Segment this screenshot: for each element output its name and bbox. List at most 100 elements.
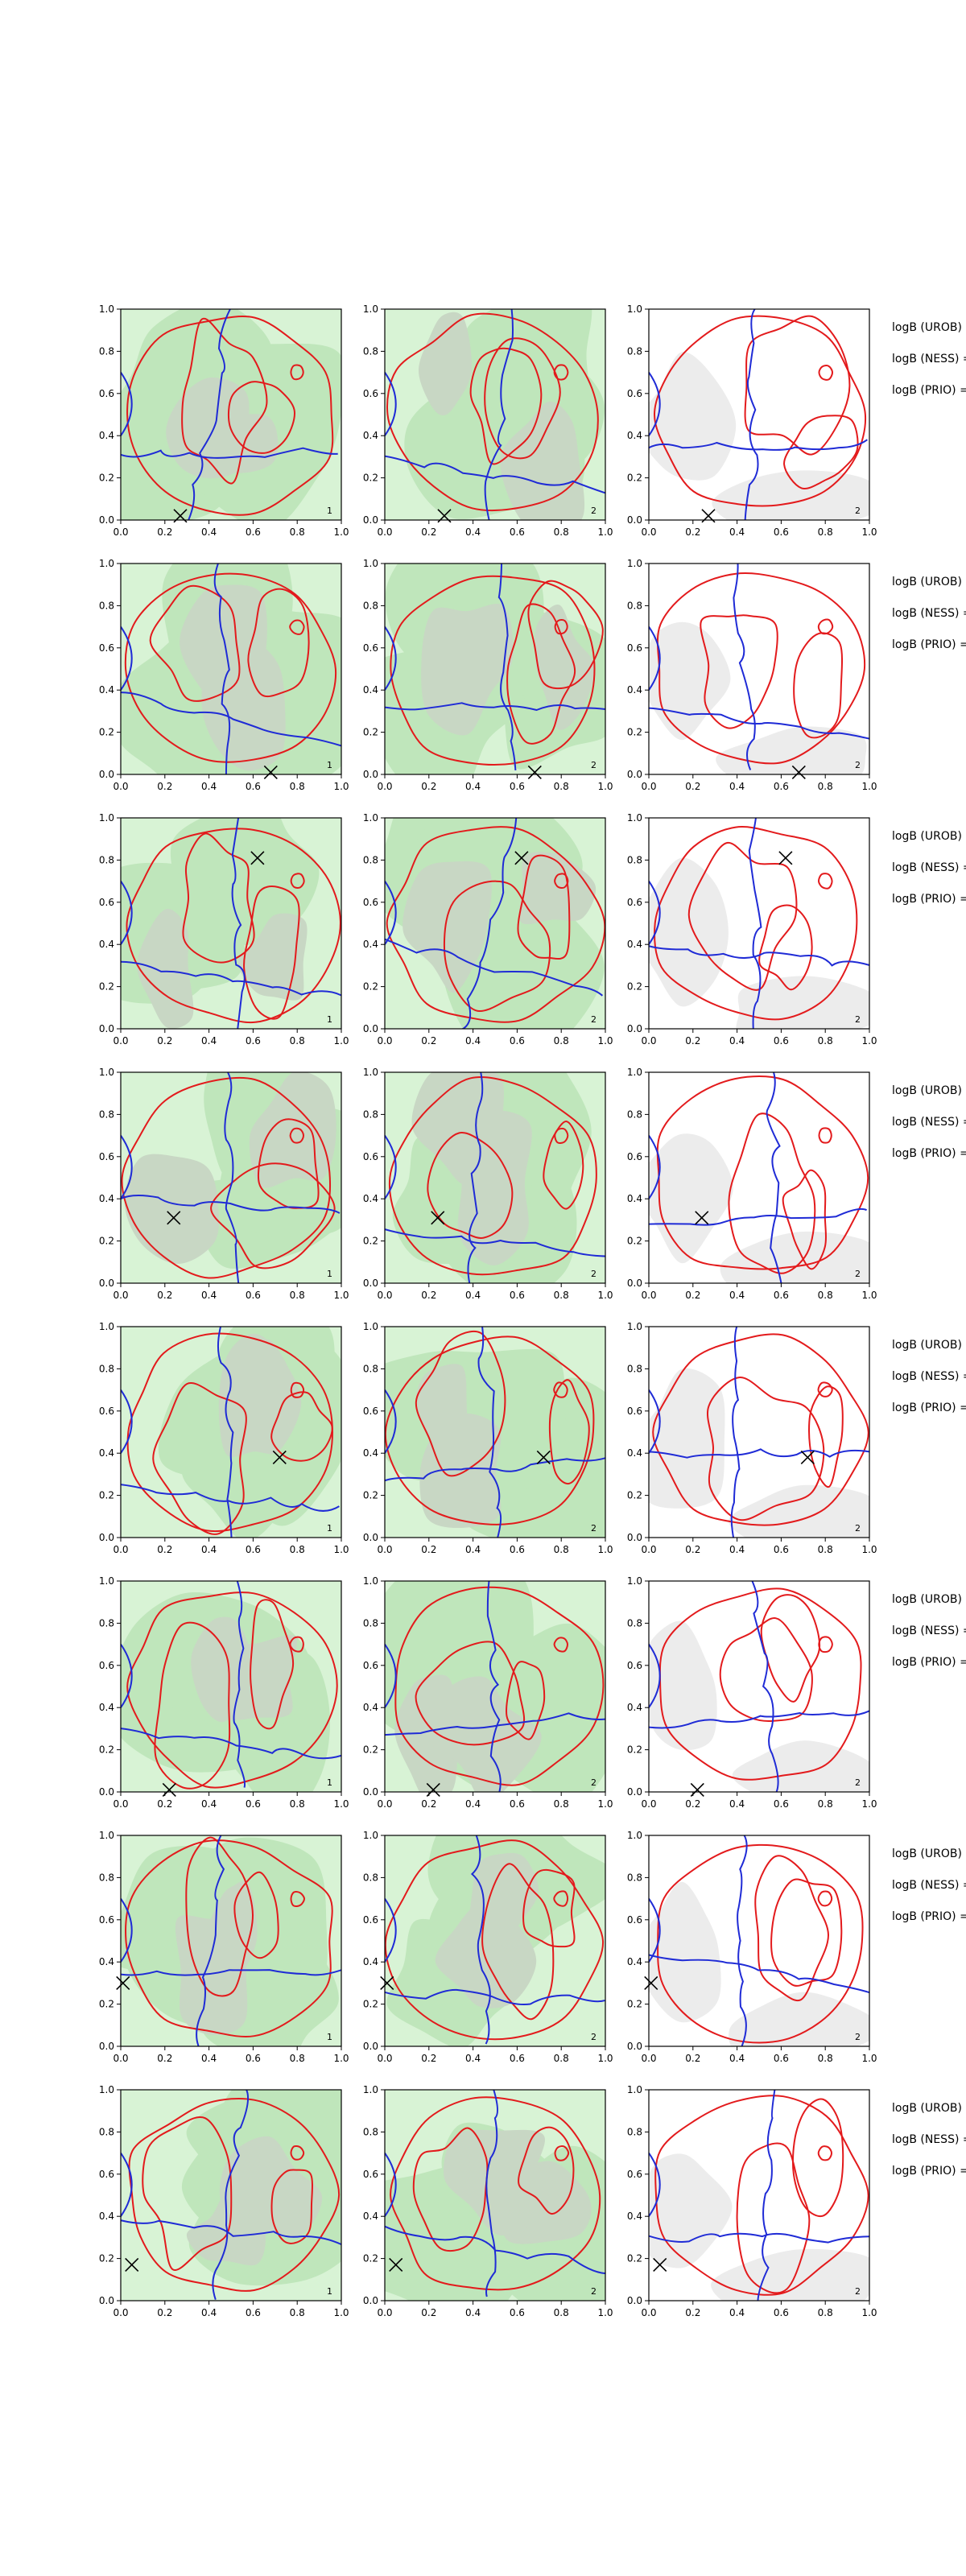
y-tick-label: 0.2 [363,473,378,484]
logb-label-r4-3: logB (PRIO) = [892,1147,966,1160]
blue-contour [748,818,762,1029]
y-tick-label: 0.4 [363,2211,378,2222]
x-tick-label: 1.0 [597,526,613,538]
y-tick-label: 0.6 [363,642,378,654]
y-tick-label: 0.8 [363,1108,378,1120]
y-tick-label: 0.6 [99,2169,114,2180]
y-tick-label: 0.2 [99,1490,114,1501]
logb-label-r2-1: logB (UROB) = [892,576,966,588]
y-tick-label: 0.0 [627,1278,642,1289]
x-marker [536,1450,551,1465]
panel-contours [649,818,869,1029]
red-contour [553,1890,569,1907]
x-tick-label: 0.4 [201,2053,217,2064]
x-tick-label: 1.0 [861,2307,877,2318]
y-tick-label: 0.6 [627,1914,642,1926]
x-marker [116,1975,130,1990]
blue-contour [649,1208,868,1226]
blue-contour [121,691,341,747]
x-tick-label: 0.6 [774,1544,789,1555]
y-tick-label: 0.0 [363,514,378,526]
density-fill-high [418,312,472,416]
red-contour [818,1127,832,1144]
red-contour [227,381,295,454]
y-tick-label: 1.0 [99,1575,114,1587]
y-tick-label: 0.0 [363,2041,378,2052]
x-tick-label: 0.8 [818,2307,833,2318]
x-tick-label: 0.0 [377,2307,392,2318]
blue-contour [385,1228,605,1257]
density-fill-high [535,604,595,730]
y-tick-label: 0.0 [363,1278,378,1289]
red-contour [654,826,858,1021]
blue-contour [385,702,605,712]
panel-corner-label: 1 [327,2032,332,2042]
logb-label-r4-2: logB (NESS) = [892,1116,966,1129]
y-tick-label: 0.0 [99,1532,114,1543]
blue-contour [649,945,869,967]
panel-contours [385,309,605,520]
y-tick-label: 0.0 [99,2295,114,2306]
blue-contour [121,1644,133,1708]
density-fill-mid [732,1740,869,1792]
x-tick-label: 0.8 [554,1544,569,1555]
x-tick-label: 0.2 [157,2307,172,2318]
y-tick-label: 0.8 [99,345,114,357]
x-tick-label: 0.4 [201,526,217,538]
blue-contour [477,1327,502,1538]
x-tick-label: 0.4 [465,1290,481,1301]
red-contour [817,618,834,635]
x-tick-label: 0.0 [641,1798,656,1810]
x-tick-label: 0.6 [510,2307,525,2318]
y-tick-label: 0.0 [363,769,378,780]
red-contour [386,312,599,512]
red-contour [233,1871,279,1959]
panel-corner-label: 2 [855,2286,861,2297]
red-contour [247,588,310,698]
blue-contour [385,1898,397,1963]
y-tick-label: 0.6 [99,642,114,654]
blue-contour [649,1448,869,1459]
x-tick-label: 0.8 [554,781,569,792]
x-tick-label: 0.6 [774,2053,789,2064]
red-contour [290,873,305,889]
panel-r5-c1: 1 0.0 0.2 0.4 0.6 0.8 1.0 0.0 0.2 0.4 0.6 0.8 1.0 [99,1321,349,1555]
blue-contour [484,309,514,520]
x-tick-label: 1.0 [861,526,877,538]
panel-r1-c2: 2 0.0 0.2 0.4 0.6 0.8 1.0 0.0 0.2 0.4 0.6 0.8 1.0 [363,303,613,538]
panel-contours [121,1327,341,1538]
panel-frame [384,1580,606,1793]
logb-label-r8-3: logB (PRIO) = [892,2165,966,2178]
red-contour [817,1890,833,1907]
y-tick-label: 0.2 [363,1744,378,1756]
red-contour [185,1836,254,1997]
panel-r6-c3: 2 0.0 0.2 0.4 0.6 0.8 1.0 0.0 0.2 0.4 0.6 0.8 1.0 [627,1575,877,1810]
red-contour [554,1127,569,1144]
y-tick-label: 0.4 [99,2211,114,2222]
y-tick-label: 0.8 [99,2126,114,2137]
blue-contour [217,1327,234,1538]
x-tick-label: 0.0 [377,1035,392,1046]
y-tick-label: 0.8 [99,1108,114,1120]
x-marker [695,1211,709,1225]
red-contour [553,1381,568,1398]
x-tick-label: 0.8 [818,1035,833,1046]
x-tick-label: 0.2 [421,1544,436,1555]
panel-contours [121,309,341,520]
y-tick-label: 0.4 [627,684,642,696]
panel-frame [384,1835,606,2047]
x-tick-label: 0.2 [421,1290,436,1301]
x-tick-label: 1.0 [597,2307,613,2318]
blue-contour [385,938,604,997]
y-tick-label: 0.4 [363,430,378,441]
panel-frame [384,308,606,521]
red-contour [736,2142,811,2294]
y-tick-label: 0.6 [627,1660,642,1671]
red-contour [543,1121,584,1210]
y-tick-label: 1.0 [627,303,642,315]
y-tick-label: 0.0 [627,2041,642,2052]
x-tick-label: 0.8 [554,1035,569,1046]
x-tick-label: 0.0 [113,2307,128,2318]
y-tick-label: 0.4 [363,1193,378,1204]
